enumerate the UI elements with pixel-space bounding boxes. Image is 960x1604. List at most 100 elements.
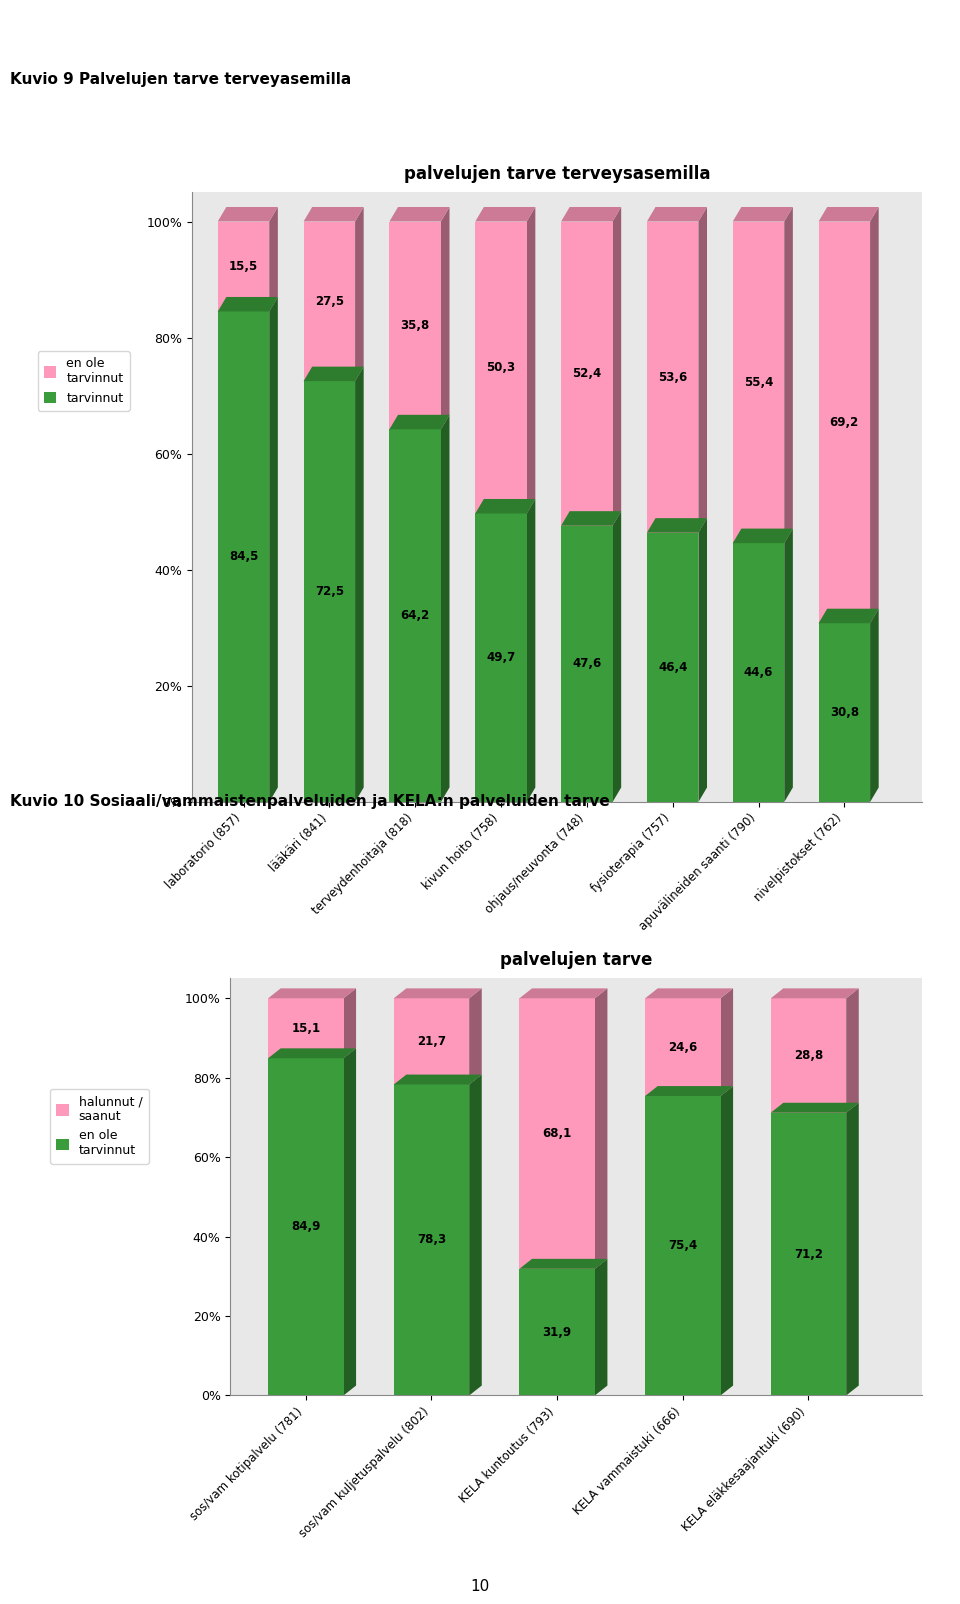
Polygon shape [846, 1104, 859, 1395]
Polygon shape [561, 512, 621, 526]
Polygon shape [303, 207, 364, 221]
Bar [732, 544, 784, 802]
Bar [218, 311, 269, 802]
Legend: en ole
tarvinnut, tarvinnut: en ole tarvinnut, tarvinnut [37, 351, 130, 411]
Text: Kuvio 9 Palvelujen tarve terveyasemilla: Kuvio 9 Palvelujen tarve terveyasemilla [10, 72, 350, 87]
Polygon shape [870, 608, 878, 802]
Polygon shape [527, 499, 536, 802]
Polygon shape [475, 207, 536, 221]
Bar [475, 513, 527, 802]
Polygon shape [846, 988, 859, 1113]
Text: 49,7: 49,7 [487, 651, 516, 664]
Text: 84,9: 84,9 [291, 1221, 321, 1233]
Text: 27,5: 27,5 [315, 295, 344, 308]
Polygon shape [269, 207, 277, 311]
Text: 55,4: 55,4 [744, 375, 773, 388]
Text: 50,3: 50,3 [487, 361, 516, 374]
Text: 21,7: 21,7 [417, 1035, 446, 1047]
Bar [303, 221, 355, 382]
Polygon shape [269, 297, 277, 802]
Text: 84,5: 84,5 [228, 550, 258, 563]
Bar [561, 221, 612, 526]
Polygon shape [303, 367, 364, 382]
Legend: halunnut /
saanut, en ole
tarvinnut: halunnut / saanut, en ole tarvinnut [50, 1089, 149, 1163]
Polygon shape [771, 1104, 859, 1113]
Polygon shape [612, 512, 621, 802]
Polygon shape [771, 988, 859, 998]
Text: 15,1: 15,1 [291, 1022, 321, 1035]
Polygon shape [645, 1086, 733, 1096]
Bar [394, 998, 469, 1084]
Polygon shape [355, 367, 364, 802]
Text: 72,5: 72,5 [315, 585, 344, 598]
Text: 52,4: 52,4 [572, 367, 602, 380]
Text: Kuvio 10 Sosiaali/vammaistenpalveluiden ja KELA:n palveluiden tarve: Kuvio 10 Sosiaali/vammaistenpalveluiden … [10, 794, 610, 808]
Text: 71,2: 71,2 [794, 1248, 823, 1261]
Text: 15,5: 15,5 [228, 260, 258, 273]
Bar [519, 998, 595, 1269]
Text: 69,2: 69,2 [829, 415, 859, 428]
Polygon shape [519, 1259, 608, 1269]
Polygon shape [612, 207, 621, 526]
Text: 31,9: 31,9 [542, 1325, 572, 1339]
Text: 28,8: 28,8 [794, 1049, 823, 1062]
Polygon shape [527, 207, 536, 513]
Polygon shape [344, 1049, 356, 1395]
Text: 68,1: 68,1 [542, 1128, 572, 1140]
Title: palvelujen tarve: palvelujen tarve [500, 951, 652, 969]
Polygon shape [784, 207, 793, 544]
Polygon shape [390, 207, 449, 221]
Polygon shape [870, 207, 878, 624]
Bar [390, 221, 441, 430]
Bar [268, 1059, 344, 1395]
Text: 24,6: 24,6 [668, 1041, 698, 1054]
Bar [394, 1084, 469, 1395]
Polygon shape [441, 415, 449, 802]
Polygon shape [645, 988, 733, 998]
Text: 78,3: 78,3 [417, 1233, 446, 1246]
Polygon shape [218, 207, 277, 221]
Text: 75,4: 75,4 [668, 1240, 698, 1253]
Polygon shape [647, 207, 707, 221]
Polygon shape [394, 1075, 482, 1084]
Bar [771, 998, 846, 1113]
Bar [645, 1096, 721, 1395]
Bar [268, 998, 344, 1059]
Text: 44,6: 44,6 [744, 666, 773, 678]
Bar [303, 382, 355, 802]
Polygon shape [441, 207, 449, 430]
Polygon shape [819, 207, 878, 221]
Text: 53,6: 53,6 [658, 371, 687, 383]
Polygon shape [699, 518, 707, 802]
Polygon shape [218, 297, 277, 311]
Bar [647, 221, 699, 533]
Polygon shape [519, 988, 608, 998]
Bar [732, 221, 784, 544]
Bar [647, 533, 699, 802]
Text: 47,6: 47,6 [572, 658, 602, 670]
Bar [561, 526, 612, 802]
Polygon shape [699, 207, 707, 533]
Bar [519, 1269, 595, 1395]
Polygon shape [561, 207, 621, 221]
Polygon shape [732, 529, 793, 544]
Title: palvelujen tarve terveysasemilla: palvelujen tarve terveysasemilla [403, 165, 710, 183]
Polygon shape [469, 1075, 482, 1395]
Bar [819, 624, 870, 802]
Polygon shape [595, 1259, 608, 1395]
Polygon shape [390, 415, 449, 430]
Text: 46,4: 46,4 [658, 661, 687, 674]
Bar [645, 998, 721, 1096]
Bar [819, 221, 870, 624]
Polygon shape [394, 988, 482, 998]
Text: 64,2: 64,2 [400, 610, 430, 622]
Polygon shape [595, 988, 608, 1269]
Polygon shape [355, 207, 364, 382]
Bar [771, 1113, 846, 1395]
Polygon shape [721, 988, 733, 1096]
Bar [218, 221, 269, 311]
Bar [390, 430, 441, 802]
Polygon shape [344, 988, 356, 1059]
Polygon shape [268, 988, 356, 998]
Polygon shape [475, 499, 536, 513]
